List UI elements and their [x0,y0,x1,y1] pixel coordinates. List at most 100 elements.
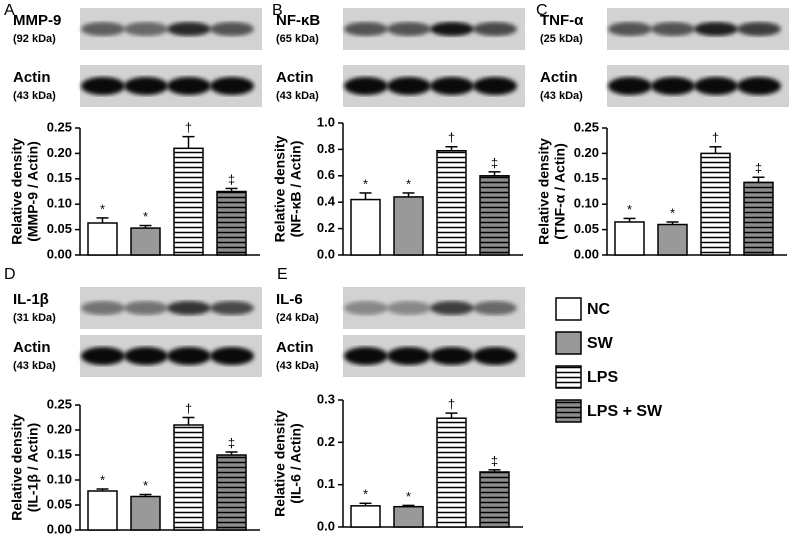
blot-band [81,77,125,95]
blot-band [608,77,652,95]
blot-band [81,301,125,315]
blot-label: NF-κB [276,12,320,29]
significance-mark: * [627,202,632,217]
blot-label: Actin [13,339,51,356]
y-axis-label: Relative density [272,410,288,517]
y-tick-label: 0.4 [317,194,336,209]
y-tick-label: 0.00 [47,246,72,261]
significance-mark: † [448,130,455,145]
y-tick-label: 1.0 [317,114,335,129]
legend-label: NC [587,301,611,318]
panel-letter: A [4,2,15,19]
significance-mark: * [100,472,105,487]
blot-label: IL-6 [276,291,303,308]
y-tick-label: 0.00 [47,521,72,536]
y-tick-label: 0.05 [47,496,72,511]
y-tick-label: 0.00 [574,246,599,261]
y-tick-label: 0.3 [317,391,335,406]
blot-band [651,77,695,95]
significance-mark: * [406,489,411,504]
blot-size: (25 kDa) [540,33,583,45]
significance-mark: ‡ [491,155,498,170]
blot-band [608,22,652,36]
blot-size: (65 kDa) [276,33,319,45]
blot-band [737,22,781,36]
blot-label: TNF-α [540,12,584,29]
legend-label: SW [587,335,614,352]
blot-band [167,77,211,95]
blot-band [210,347,254,365]
significance-mark: ‡ [755,161,762,176]
blot-band [344,301,388,315]
blot-band [124,347,168,365]
blot-label: Actin [276,339,314,356]
blot-band [651,22,695,36]
blot-band [387,22,431,36]
y-axis-label: Relative density [272,135,288,242]
bar [393,505,424,528]
legend-swatch [555,331,582,355]
blot-label: MMP-9 [13,12,61,29]
blot-band [167,347,211,365]
panel-letter: D [4,266,16,283]
blot-band [210,301,254,315]
blot-band [694,22,738,36]
y-tick-label: 0.05 [47,221,72,236]
y-axis-label: Relative density [9,414,25,521]
bar [743,181,774,256]
blot-band [81,347,125,365]
blot-band [387,301,431,315]
bar [350,505,381,528]
blot-band [210,77,254,95]
blot-size: (43 kDa) [276,360,319,372]
blot-band [430,77,474,95]
blot-band [344,22,388,36]
bar [393,196,424,256]
bar [436,417,467,528]
y-axis-label: (IL-6 / Actin) [288,423,304,503]
y-tick-label: 0.8 [317,141,335,156]
legend-swatch [555,297,582,321]
y-tick-label: 0.6 [317,167,335,182]
y-tick-label: 0.2 [317,434,335,449]
y-tick-label: 0.20 [47,145,72,160]
bar [436,149,467,256]
blot-band [473,22,517,36]
y-tick-label: 0.0 [317,518,335,533]
blot-band [430,22,474,36]
significance-mark: ‡ [228,435,235,450]
significance-mark: † [185,120,192,135]
blot-size: (31 kDa) [13,312,56,324]
blot-size: (43 kDa) [13,90,56,102]
blot-label: Actin [540,69,578,86]
y-axis-label: (TNF-α / Actin) [552,143,568,239]
blot-size: (92 kDa) [13,33,56,45]
y-tick-label: 0.15 [47,446,72,461]
blot-size: (43 kDa) [13,360,56,372]
blot-band [124,77,168,95]
significance-mark: ‡ [228,172,235,187]
bar [87,222,118,256]
blot-band [430,301,474,315]
y-tick-label: 0.20 [47,421,72,436]
bar [700,152,731,256]
y-axis-label: (IL-1β / Actin) [25,423,41,512]
y-axis-label: Relative density [536,138,552,245]
panel-letter: C [536,2,548,19]
bar [216,454,247,531]
legend-swatch [555,365,582,389]
y-tick-label: 0.25 [47,396,72,411]
bar [87,490,118,531]
blot-band [737,77,781,95]
y-tick-label: 0.10 [47,471,72,486]
legend-label: LPS + SW [587,403,663,420]
y-tick-label: 0.15 [574,170,599,185]
blot-label: Actin [13,69,51,86]
bar [130,495,161,531]
bar [479,175,510,256]
blot-band [430,347,474,365]
blot-band [387,347,431,365]
significance-mark: ‡ [491,453,498,468]
significance-mark: * [100,201,105,216]
